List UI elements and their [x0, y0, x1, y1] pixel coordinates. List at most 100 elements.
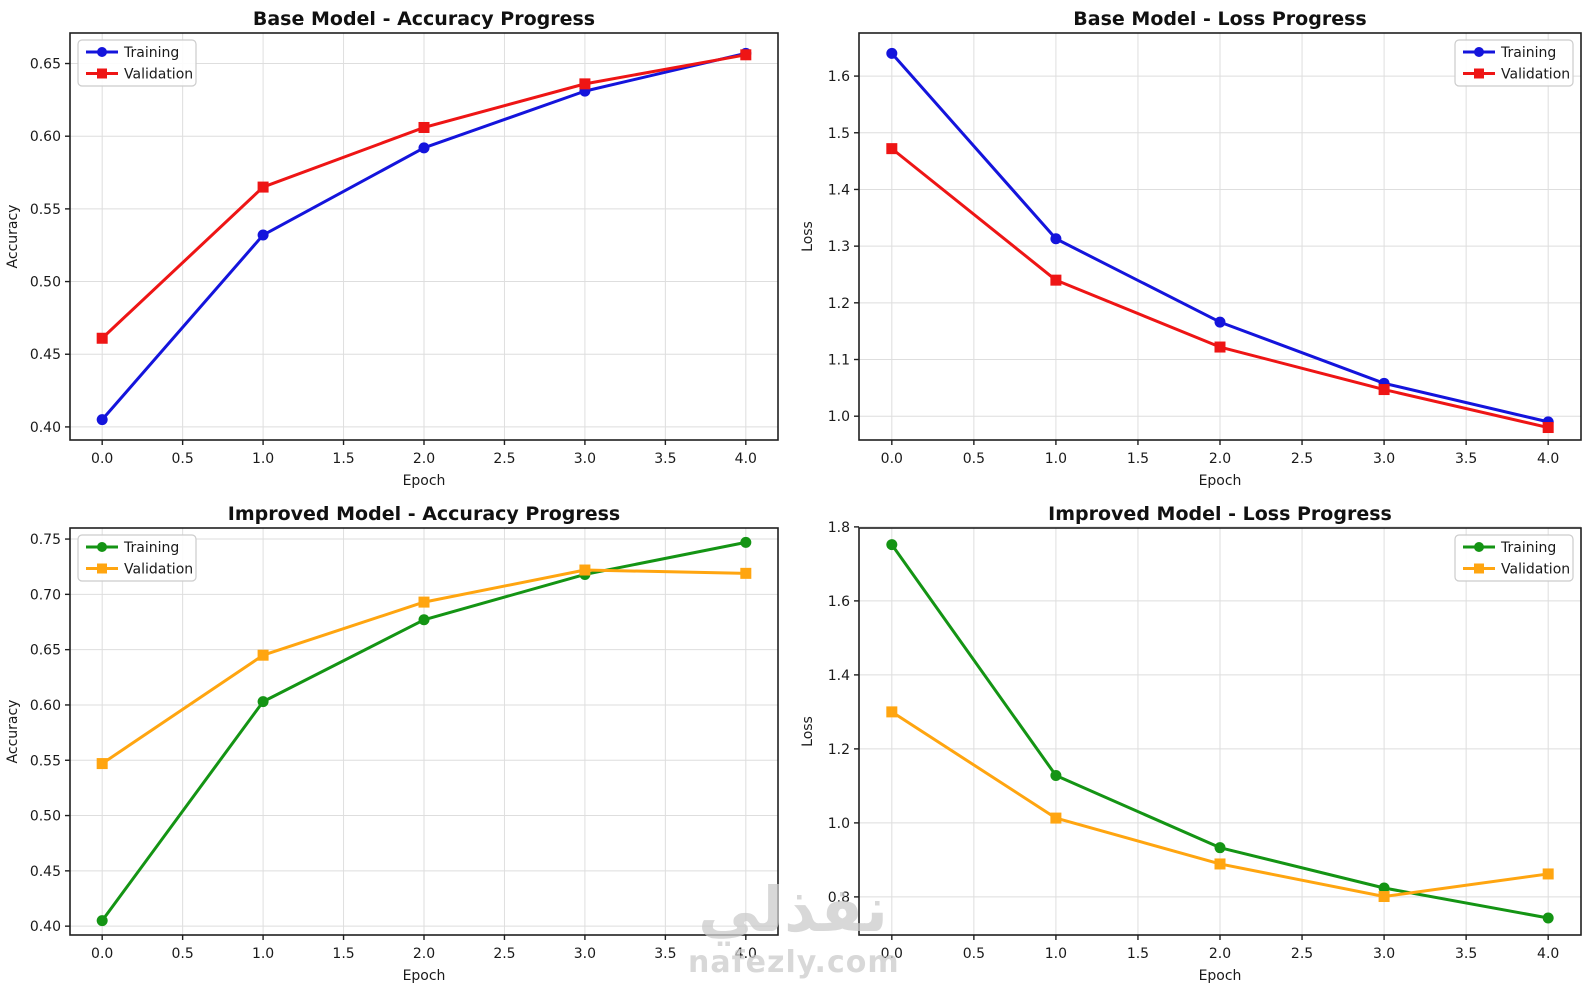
data-point-marker: [1378, 891, 1390, 903]
x-axis-label: Epoch: [1199, 968, 1242, 984]
chart-title: Base Model - Loss Progress: [1073, 8, 1366, 30]
y-tick-label: 0.70: [30, 587, 61, 603]
y-tick-label: 0.40: [30, 919, 61, 935]
y-tick-label: 1.3: [828, 239, 850, 255]
x-tick-label: 2.5: [493, 946, 515, 962]
y-tick-label: 0.55: [30, 753, 61, 769]
x-tick-label: 0.0: [91, 451, 113, 467]
x-tick-label: 2.5: [493, 451, 515, 467]
x-tick-label: 4.0: [1537, 946, 1559, 962]
legend-marker: [97, 563, 107, 574]
legend-marker: [1474, 68, 1484, 79]
series-training: [886, 539, 1554, 924]
chart-title: Improved Model - Accuracy Progress: [228, 503, 621, 525]
legend: Training Validation: [77, 534, 197, 582]
series-validation: [96, 49, 752, 344]
x-tick-label: 4.0: [735, 451, 757, 467]
data-point-marker: [1050, 770, 1062, 782]
data-point-marker: [579, 78, 591, 90]
y-tick-label: 1.5: [828, 126, 850, 142]
y-axis-label: Accuracy: [5, 205, 21, 269]
y-tick-label: 1.2: [828, 296, 850, 312]
x-axis-label: Epoch: [403, 968, 446, 984]
x-tick-label: 3.5: [1455, 946, 1477, 962]
y-tick-label: 1.1: [828, 353, 850, 369]
legend-item-validation: Validation: [1463, 562, 1570, 578]
data-point-marker: [886, 143, 898, 155]
data-point-marker: [1542, 868, 1554, 880]
legend-label: Training: [1500, 45, 1556, 61]
x-tick-label: 1.0: [252, 946, 274, 962]
x-tick-label: 0.5: [172, 451, 194, 467]
legend-marker: [97, 542, 107, 552]
legend-label: Training: [123, 540, 179, 556]
data-point-marker: [886, 47, 898, 59]
data-point-marker: [257, 181, 269, 193]
data-point-marker: [96, 758, 108, 770]
legend-label: Validation: [124, 67, 193, 83]
x-tick-label: 3.5: [654, 451, 676, 467]
data-point-marker: [886, 706, 898, 718]
y-tick-label: 1.4: [828, 182, 850, 198]
data-point-marker: [1050, 274, 1062, 286]
data-point-marker: [579, 564, 591, 576]
data-point-marker: [96, 915, 108, 927]
data-point-marker: [418, 121, 430, 133]
y-tick-label: 0.75: [30, 532, 61, 548]
x-tick-label: 2.5: [1291, 946, 1313, 962]
data-point-marker: [1378, 384, 1390, 396]
x-tick-label: 0.5: [963, 946, 985, 962]
y-tick-label: 0.40: [30, 420, 61, 436]
data-point-marker: [740, 536, 752, 548]
data-point-marker: [1214, 341, 1226, 353]
legend-label: Training: [123, 45, 179, 61]
series-validation: [96, 564, 752, 770]
chart-base-accuracy-svg: 0.0 0.5 1.0 1.5 2.0 2.5 3.0 3.5 4.0 0.40 0.45 0.50 0…: [5, 8, 779, 489]
x-tick-label: 1.0: [1045, 451, 1067, 467]
data-point-marker: [1214, 316, 1226, 328]
chart-title: Base Model - Accuracy Progress: [253, 8, 595, 30]
data-point-marker: [418, 614, 430, 626]
data-point-marker: [1050, 812, 1062, 824]
x-tick-label: 0.0: [881, 946, 903, 962]
y-axis-label: Accuracy: [5, 700, 21, 764]
legend-marker: [1474, 542, 1484, 552]
data-point-marker: [418, 596, 430, 608]
chart-title: Improved Model - Loss Progress: [1048, 503, 1392, 525]
legend-label: Validation: [1501, 67, 1570, 83]
legend-marker: [97, 68, 107, 79]
x-tick-label: 3.0: [1373, 946, 1395, 962]
y-tick-label: 0.65: [30, 643, 61, 659]
x-tick-label: 1.0: [1045, 946, 1067, 962]
x-tick-label: 2.0: [1209, 451, 1231, 467]
legend-item-training: Training: [1463, 540, 1556, 556]
x-tick-label: 0.5: [172, 946, 194, 962]
y-tick-label: 1.0: [828, 816, 850, 832]
data-point-marker: [257, 696, 269, 708]
data-point-marker: [257, 229, 269, 241]
x-axis-label: Epoch: [403, 473, 446, 489]
legend: Training Validation: [1454, 39, 1574, 87]
data-point-marker: [740, 567, 752, 579]
x-tick-label: 1.0: [252, 451, 274, 467]
legend: Training Validation: [1454, 534, 1574, 582]
x-tick-label: 1.5: [332, 946, 354, 962]
series-training: [96, 536, 752, 927]
x-tick-label: 2.0: [1209, 946, 1231, 962]
legend-label: Validation: [124, 562, 193, 578]
series-validation: [886, 143, 1554, 434]
legend-label: Validation: [1501, 562, 1570, 578]
x-tick-label: 4.0: [1537, 451, 1559, 467]
chart-improved-accuracy-svg: 0.0 0.5 1.0 1.5 2.0 2.5 3.0 3.5 4.0 0.40 0.45 0.50 0…: [5, 503, 779, 984]
x-tick-label: 2.0: [413, 946, 435, 962]
y-tick-label: 0.65: [30, 57, 61, 73]
y-tick-label: 0.50: [30, 275, 61, 291]
data-point-marker: [1542, 912, 1554, 924]
x-tick-label: 3.5: [1455, 451, 1477, 467]
legend-item-validation: Validation: [86, 562, 193, 578]
legend-marker: [97, 47, 107, 57]
y-axis-label: Loss: [800, 221, 816, 252]
series-validation: [886, 706, 1554, 903]
data-point-marker: [1214, 858, 1226, 870]
